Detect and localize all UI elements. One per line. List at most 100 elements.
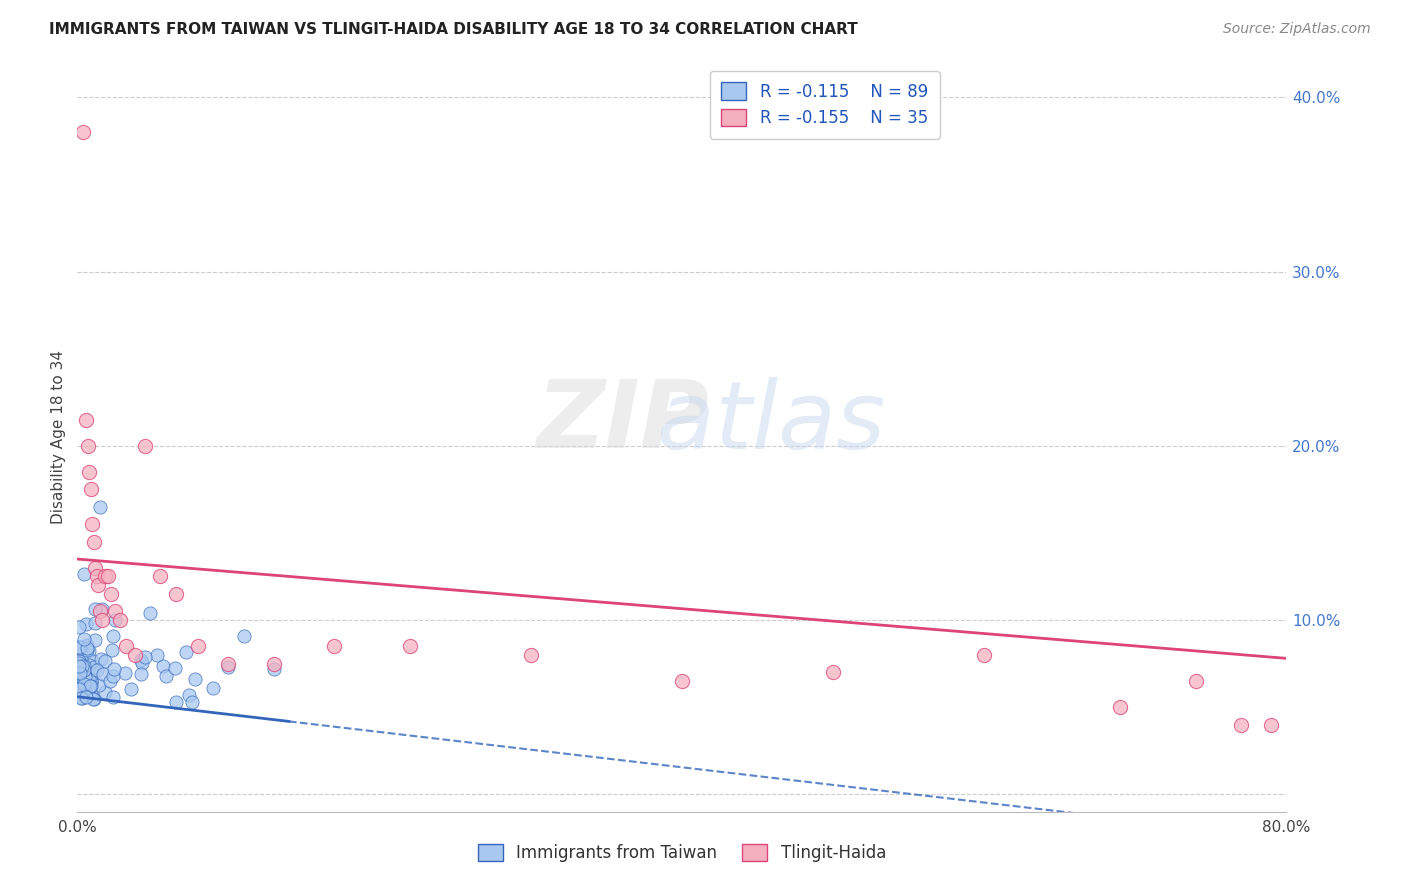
Point [202,681,225,695]
Point [77,671,100,685]
Point [100,673,122,688]
Point [165,695,187,709]
Point [73,632,96,647]
Point [821,665,844,680]
Point [1230,717,1253,731]
Point [134,650,156,665]
Point [104,604,127,618]
Point [96,569,118,583]
Point [75,689,97,703]
Point [91,667,114,681]
Point [218,657,240,671]
Point [100,587,122,601]
Point [218,659,240,673]
Point [72,658,94,673]
Point [90,613,112,627]
Point [89,500,111,514]
Point [76,643,98,657]
Point [75,690,97,704]
Point [84,602,107,616]
Point [75,616,97,631]
Text: ZIP: ZIP [537,376,710,468]
Point [75,670,97,684]
Point [70,691,93,706]
Point [520,648,543,662]
Point [80,653,103,667]
Point [108,613,131,627]
Point [84,561,107,575]
Point [73,663,96,677]
Point [124,648,146,662]
Point [69,670,91,684]
Point [145,648,167,663]
Point [83,615,105,630]
Point [67,640,90,654]
Point [70,640,93,654]
Point [101,690,124,704]
Text: atlas: atlas [537,376,884,467]
Point [67,640,90,654]
Point [73,684,96,698]
Point [69,641,91,656]
Point [72,125,94,139]
Point [93,569,115,583]
Point [86,569,108,583]
Point [94,685,117,699]
Point [104,613,127,627]
Point [263,657,285,671]
Point [73,567,96,582]
Point [86,663,108,677]
Text: IMMIGRANTS FROM TAIWAN VS TLINGIT-HAIDA DISABILITY AGE 18 TO 34 CORRELATION CHAR: IMMIGRANTS FROM TAIWAN VS TLINGIT-HAIDA … [49,22,858,37]
Point [134,439,156,453]
Point [90,652,112,666]
Point [80,663,103,677]
Point [1260,717,1282,731]
Point [77,658,100,673]
Point [103,662,125,676]
Point [129,653,152,667]
Point [129,666,152,681]
Point [101,629,124,643]
Point [70,652,93,666]
Point [671,673,693,688]
Point [152,658,174,673]
Point [89,604,111,618]
Point [131,656,153,670]
Point [80,483,103,497]
Point [83,534,105,549]
Y-axis label: Disability Age 18 to 34: Disability Age 18 to 34 [51,350,66,524]
Point [67,657,90,671]
Point [184,672,207,686]
Point [100,643,122,657]
Point [263,662,285,676]
Point [114,665,136,680]
Point [87,578,110,592]
Point [67,658,90,673]
Point [80,673,103,688]
Point [76,639,98,653]
Point [94,654,117,668]
Point [67,687,90,701]
Legend: Immigrants from Taiwan, Tlingit-Haida: Immigrants from Taiwan, Tlingit-Haida [470,836,894,871]
Point [67,682,90,697]
Point [76,640,98,655]
Point [72,690,94,705]
Point [67,654,90,668]
Point [69,672,91,686]
Point [101,669,124,683]
Point [75,412,97,426]
Point [155,669,177,683]
Point [149,569,172,583]
Point [67,682,90,697]
Point [973,648,995,662]
Point [73,658,96,673]
Point [232,629,254,643]
Point [77,644,100,658]
Point [174,645,197,659]
Point [77,681,100,695]
Point [73,677,96,691]
Point [87,678,110,692]
Point [69,665,91,680]
Point [67,664,90,678]
Point [139,607,162,621]
